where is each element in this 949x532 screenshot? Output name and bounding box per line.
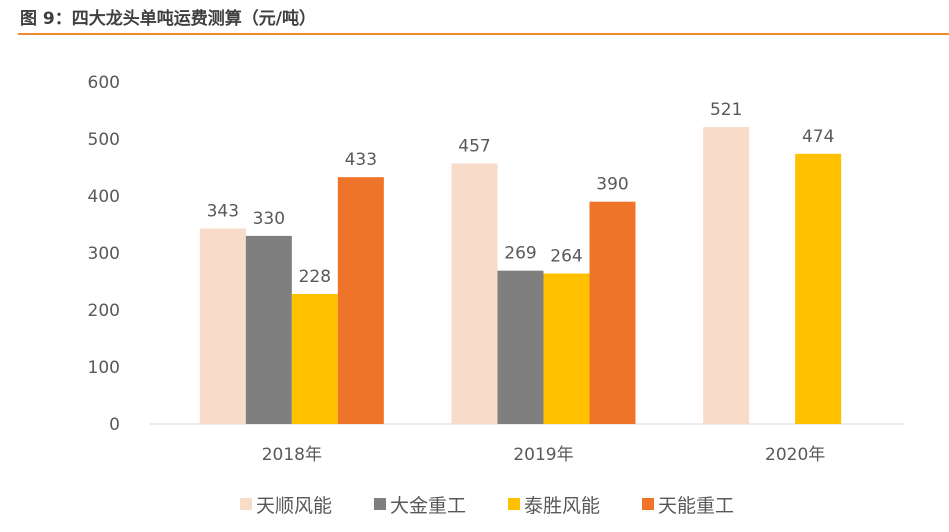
legend-swatch — [508, 498, 520, 510]
bar — [703, 127, 750, 424]
legend-swatch — [240, 498, 252, 510]
y-tick-label: 600 — [88, 73, 120, 93]
figure-title: 图 9：四大龙头单吨运费测算（元/吨） — [20, 9, 316, 29]
data-label: 457 — [458, 137, 490, 157]
bar — [497, 270, 544, 424]
data-label: 343 — [207, 201, 239, 221]
bar — [543, 273, 590, 424]
y-tick-label: 100 — [88, 358, 120, 378]
bar — [337, 177, 384, 424]
data-label: 521 — [710, 100, 742, 120]
data-label: 330 — [253, 209, 285, 229]
bar — [795, 153, 842, 424]
data-label: 474 — [802, 127, 834, 147]
y-tick-label: 300 — [88, 244, 120, 264]
data-label: 269 — [504, 244, 536, 264]
x-tick-label: 2018年 — [262, 445, 322, 465]
legend-label: 大金重工 — [390, 495, 466, 517]
y-tick-label: 200 — [88, 301, 120, 321]
data-label: 228 — [299, 267, 331, 287]
legend-label: 天顺风能 — [256, 495, 332, 517]
bar — [291, 294, 338, 424]
bar — [245, 235, 292, 424]
bar — [589, 201, 636, 424]
y-tick-label: 400 — [88, 187, 120, 207]
x-tick-label: 2019年 — [513, 445, 573, 465]
data-label: 390 — [596, 175, 628, 195]
data-label: 433 — [345, 150, 377, 170]
x-tick-label: 2020年 — [765, 445, 825, 465]
bar — [451, 163, 498, 424]
legend-label: 泰胜风能 — [524, 495, 600, 517]
y-tick-label: 0 — [109, 415, 120, 435]
y-tick-label: 500 — [88, 130, 120, 150]
legend-swatch — [374, 498, 386, 510]
legend-swatch — [642, 498, 654, 510]
bar — [199, 228, 246, 424]
title-rule — [18, 33, 949, 35]
data-label: 264 — [550, 247, 582, 267]
legend-label: 天能重工 — [658, 495, 734, 517]
